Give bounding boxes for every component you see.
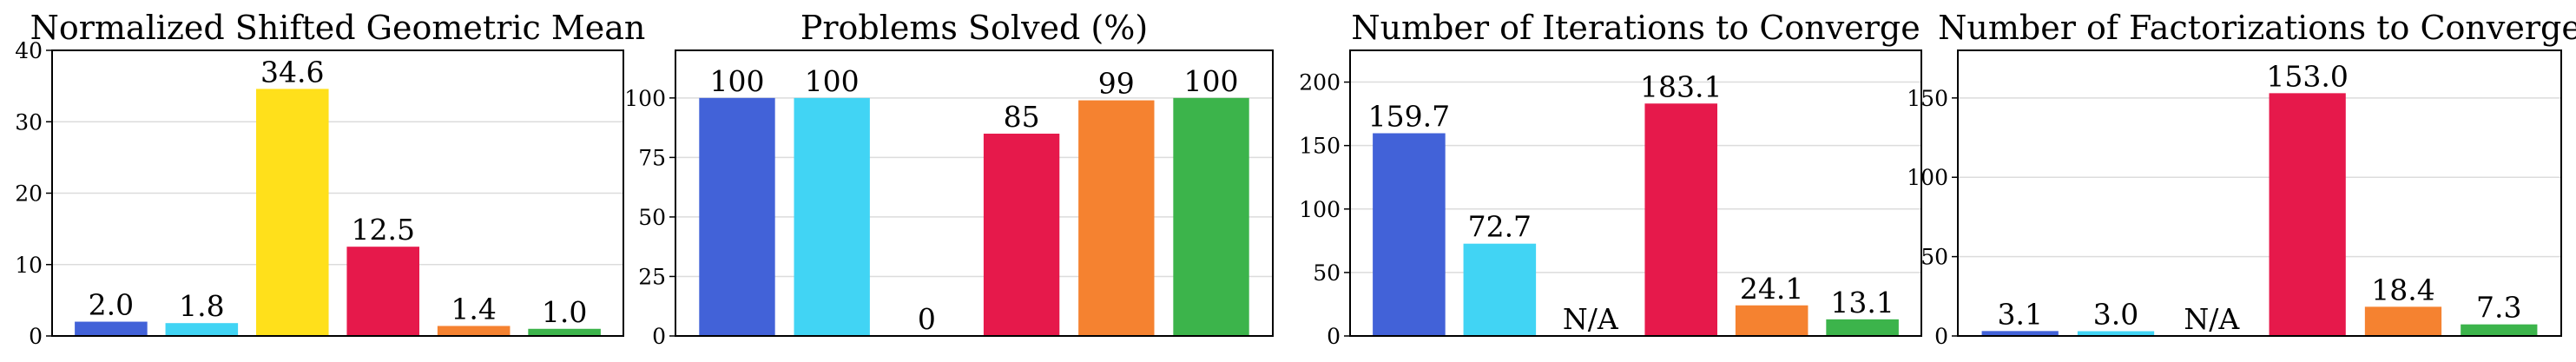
data-label: 100 [1184,64,1239,98]
y-tick-label: 0 [29,324,43,349]
y-tick-label: 150 [1907,86,1948,111]
y-tick-label: 0 [1934,324,1948,349]
bar-4 [1644,103,1717,336]
chart-panel-4: 0 50 100 150 3.1 3.0 N/A 153.0 18.4 7.3 Number of … [1907,9,2576,349]
bar-5 [2364,306,2442,336]
bar-4 [2269,93,2346,336]
data-label: 13.1 [1830,286,1894,319]
y-tick-label: 0 [652,324,666,349]
data-label: 24.1 [1740,272,1803,306]
data-label: N/A [2184,302,2240,336]
plot-frame [51,49,624,337]
bar-5 [1078,100,1155,336]
bar-1 [699,97,775,336]
bar-6 [2461,324,2538,336]
y-tick-label: 40 [15,38,43,63]
y-tick-label: 200 [1299,70,1341,95]
data-label: 3.1 [1997,297,2042,331]
data-label: 1.0 [542,295,587,329]
y-tick-label: 50 [1313,260,1341,286]
bar-2 [794,97,870,336]
y-tick-label: 20 [15,181,43,207]
bar-1 [1981,331,2059,336]
data-label: 3.0 [2093,298,2138,332]
chart-title: Number of Iterations to Converge [1351,9,1920,47]
data-label: N/A [1563,302,1619,336]
data-label: 183.1 [1640,69,1722,103]
y-tick-label: 150 [1299,134,1341,159]
data-label: 1.4 [451,292,496,326]
y-tick-label: 30 [15,109,43,135]
chart-panel-1: 0 10 20 30 40 2.0 1.8 34.6 12.5 1.4 1.0 Normalized … [15,9,645,349]
y-tick-label: 50 [1920,245,1948,270]
plot-frame [1957,49,2562,337]
bar-6 [528,328,601,336]
data-label: 99 [1098,67,1135,101]
y-tick-label: 100 [1907,165,1948,190]
bar-1 [75,321,148,336]
chart-title: Normalized Shifted Geometric Mean [30,9,646,47]
y-tick-label: 10 [15,253,43,278]
bar-3 [256,89,329,336]
chart-panel-2: 0 25 50 75 100 100 100 0 85 99 100 Problems Solved … [624,9,1274,349]
plot-frame [1349,49,1922,337]
data-label: 159.7 [1368,99,1450,133]
data-label: 1.8 [179,289,224,323]
data-label: 100 [709,64,764,98]
bar-4 [346,247,419,336]
chart-panel-3: 0 50 100 150 200 159.7 72.7 N/A 183.1 24.1 13.1 Num… [1299,9,1922,349]
chart-title: Problems Solved (%) [800,9,1148,47]
bar-2 [1463,243,1537,336]
bar-2 [2077,331,2155,336]
plot-frame [675,49,1274,337]
data-label: 153.0 [2266,59,2348,93]
data-label: 34.6 [260,55,324,89]
data-label: 2.0 [89,288,134,322]
y-tick-label: 25 [638,264,666,289]
data-label: 0 [918,302,936,336]
y-tick-label: 100 [1299,197,1341,222]
y-tick-label: 0 [1327,324,1341,349]
bar-6 [1826,319,1899,336]
y-tick-label: 50 [638,205,666,230]
chart-title: Number of Factorizations to Converge [1938,9,2576,47]
data-label: 12.5 [351,213,414,247]
data-label: 72.7 [1468,210,1532,244]
bar-1 [1373,133,1446,336]
bar-6 [1173,97,1249,336]
y-tick-label: 100 [624,86,666,111]
data-label: 18.4 [2371,273,2434,306]
bar-2 [165,323,239,336]
bar-5 [437,326,511,336]
data-label: 85 [1004,100,1040,134]
data-label: 100 [805,64,860,98]
y-tick-label: 75 [638,145,666,170]
data-label: 7.3 [2476,291,2521,325]
bar-4 [983,133,1060,336]
bar-5 [1735,305,1808,336]
